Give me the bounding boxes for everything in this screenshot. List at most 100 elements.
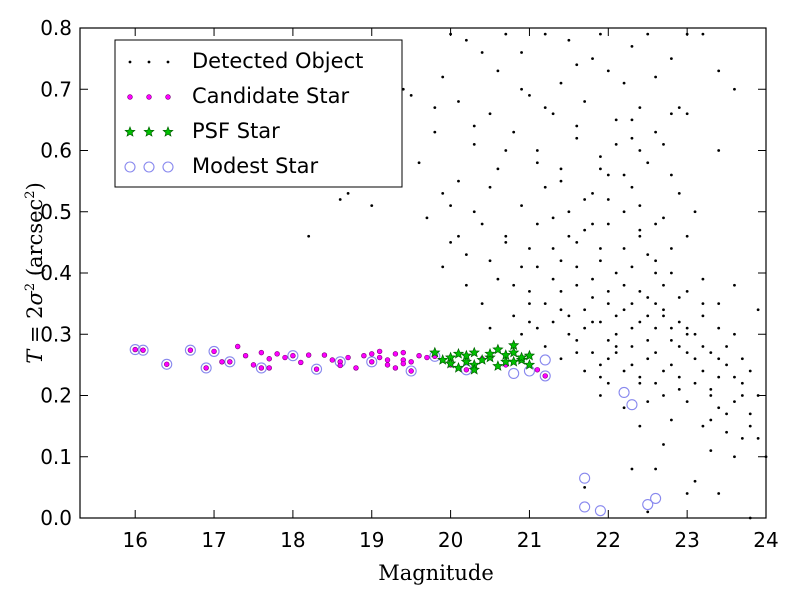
detected-object-point: [669, 363, 673, 367]
detected-object-point: [543, 185, 547, 189]
modest-star-point: [366, 356, 378, 368]
legend-marker-candidate-star: [146, 94, 152, 100]
candidate-star-point: [408, 359, 414, 365]
detected-object-point: [622, 210, 626, 214]
detected-object-point: [701, 314, 705, 318]
detected-object-point: [496, 277, 500, 281]
detected-object-point: [622, 173, 626, 177]
x-tick-label: 18: [280, 528, 305, 552]
detected-object-point: [338, 198, 342, 201]
psf-star-point: [523, 358, 536, 370]
detected-object-point: [543, 32, 547, 36]
detected-object-point: [575, 338, 579, 342]
detected-object-point: [630, 326, 634, 330]
detected-object-point: [307, 234, 311, 238]
detected-object-point: [567, 210, 571, 214]
detected-object-point: [606, 289, 610, 293]
detected-object-point: [638, 375, 642, 379]
detected-object-point: [685, 400, 689, 404]
detected-object-point: [677, 106, 681, 110]
detected-object-point: [457, 234, 460, 238]
psf-star-point: [476, 354, 488, 365]
detected-object-point: [559, 81, 563, 85]
detected-object-point: [630, 136, 634, 140]
detected-object-point: [488, 259, 492, 263]
candidate-star-point: [164, 361, 170, 367]
detected-object-point: [346, 191, 350, 195]
detected-object-point: [614, 345, 618, 348]
detected-object-point: [669, 271, 673, 275]
detected-object-point: [583, 308, 587, 312]
detected-object-point: [662, 394, 665, 397]
detected-object-point: [733, 375, 736, 379]
detected-object-point: [551, 277, 555, 281]
modest-star-point: [405, 365, 417, 377]
detected-object-point: [725, 412, 728, 416]
psf-star-point: [492, 360, 504, 371]
detected-object-point: [654, 326, 658, 330]
detected-object-point: [622, 81, 626, 85]
detected-object-point: [709, 351, 713, 355]
psf-star-point: [468, 363, 480, 375]
x-tick-label: 16: [122, 528, 147, 552]
candidate-star-point: [258, 365, 265, 371]
modest-star-point: [618, 386, 630, 398]
detected-object-point: [717, 326, 721, 330]
candidate-star-point: [203, 365, 209, 371]
detected-object-point: [638, 289, 642, 293]
detected-object-point: [614, 314, 618, 318]
detected-object-point: [575, 283, 579, 287]
detected-object-point: [717, 492, 721, 495]
candidate-star-point: [235, 343, 241, 350]
detected-object-point: [638, 228, 642, 232]
detected-object-point: [638, 149, 642, 152]
detected-object-point: [693, 357, 697, 361]
detected-object-point: [669, 338, 673, 342]
candidate-star-point: [376, 354, 383, 361]
detected-object-point: [669, 418, 673, 422]
y-tick-label: 0.0: [40, 506, 72, 530]
detected-object-point: [740, 357, 744, 361]
detected-object-point: [591, 351, 594, 355]
y-tick-label: 0.4: [40, 261, 72, 285]
detected-object-point: [740, 436, 744, 440]
modest-star-point: [579, 472, 591, 484]
detected-object-point: [543, 302, 547, 306]
detected-object-point: [717, 406, 721, 410]
detected-object-point: [583, 198, 587, 201]
candidate-star-point: [361, 352, 367, 359]
detected-object-point: [488, 326, 492, 330]
psf-star-point: [484, 347, 496, 359]
detected-object-point: [662, 216, 665, 220]
detected-object-point: [654, 75, 658, 79]
candidate-star-point: [369, 359, 375, 365]
detected-object-point: [669, 112, 673, 116]
detected-object-point: [504, 240, 508, 244]
detected-object-point: [496, 69, 500, 73]
legend-marker-modest-star: [162, 161, 174, 173]
legend-marker-modest-star: [124, 161, 136, 173]
modest-star-point: [200, 362, 212, 374]
candidate-star-point: [313, 366, 320, 372]
y-label-units-sup: 2: [23, 190, 38, 198]
detected-object-point: [733, 455, 736, 459]
y-tick-label: 0.2: [40, 384, 72, 408]
detected-object-point: [622, 369, 626, 373]
y-tick-label: 0.7: [40, 77, 72, 101]
detected-object-point: [622, 283, 626, 287]
detected-object-point: [701, 302, 705, 306]
detected-object-point: [457, 100, 460, 103]
detected-object-point: [480, 302, 484, 306]
detected-object-point: [725, 345, 728, 348]
candidate-star-point: [542, 373, 548, 379]
modest-star-point: [287, 350, 299, 362]
x-tick-label: 24: [753, 528, 778, 552]
detected-object-point: [756, 436, 760, 440]
detected-object-point: [677, 320, 681, 324]
legend-marker-detected-object: [166, 60, 170, 64]
candidate-star-point: [242, 352, 249, 359]
candidate-star-point: [329, 357, 336, 363]
legend-label-psf-star: PSF Star: [192, 119, 280, 143]
detected-object-point: [646, 338, 650, 342]
x-tick-label: 23: [674, 528, 699, 552]
